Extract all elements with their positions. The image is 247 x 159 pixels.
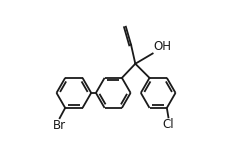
Text: Cl: Cl — [163, 118, 174, 131]
Text: OH: OH — [153, 40, 171, 53]
Text: Br: Br — [53, 119, 66, 132]
